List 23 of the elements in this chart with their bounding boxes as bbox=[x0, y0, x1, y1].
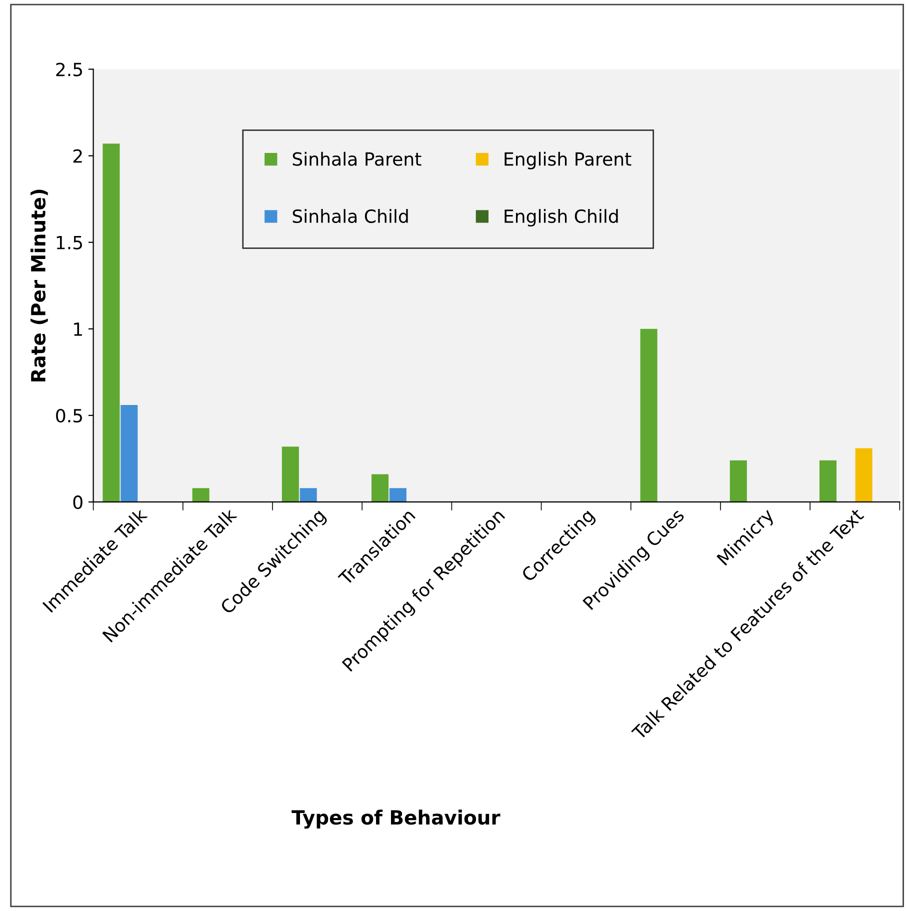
bar bbox=[102, 144, 120, 502]
bar bbox=[372, 474, 389, 502]
bar bbox=[192, 488, 210, 502]
legend-label: English Parent bbox=[504, 152, 632, 170]
legend-label: Sinhala Child bbox=[292, 209, 408, 224]
legend-label: English Child bbox=[504, 209, 618, 227]
bar bbox=[640, 328, 658, 502]
bar bbox=[730, 460, 747, 502]
bar bbox=[855, 448, 872, 502]
y-tick-label: 0.5 bbox=[56, 408, 82, 423]
y-tick-label: 1.5 bbox=[56, 236, 82, 250]
bar bbox=[120, 405, 138, 502]
bar bbox=[300, 488, 317, 502]
bar bbox=[819, 460, 836, 502]
x-axis-title: Types of Behaviour bbox=[292, 810, 500, 829]
y-axis-title: Rate (Per Minute) bbox=[30, 190, 48, 382]
bar bbox=[282, 446, 299, 502]
y-tick-label: 2.5 bbox=[56, 62, 82, 76]
bar bbox=[389, 488, 406, 502]
y-tick-label: 1 bbox=[74, 322, 82, 336]
y-tick-label: 0 bbox=[73, 495, 82, 510]
y-tick-label: 2 bbox=[73, 149, 82, 163]
legend-label: Sinhala Parent bbox=[292, 152, 422, 166]
